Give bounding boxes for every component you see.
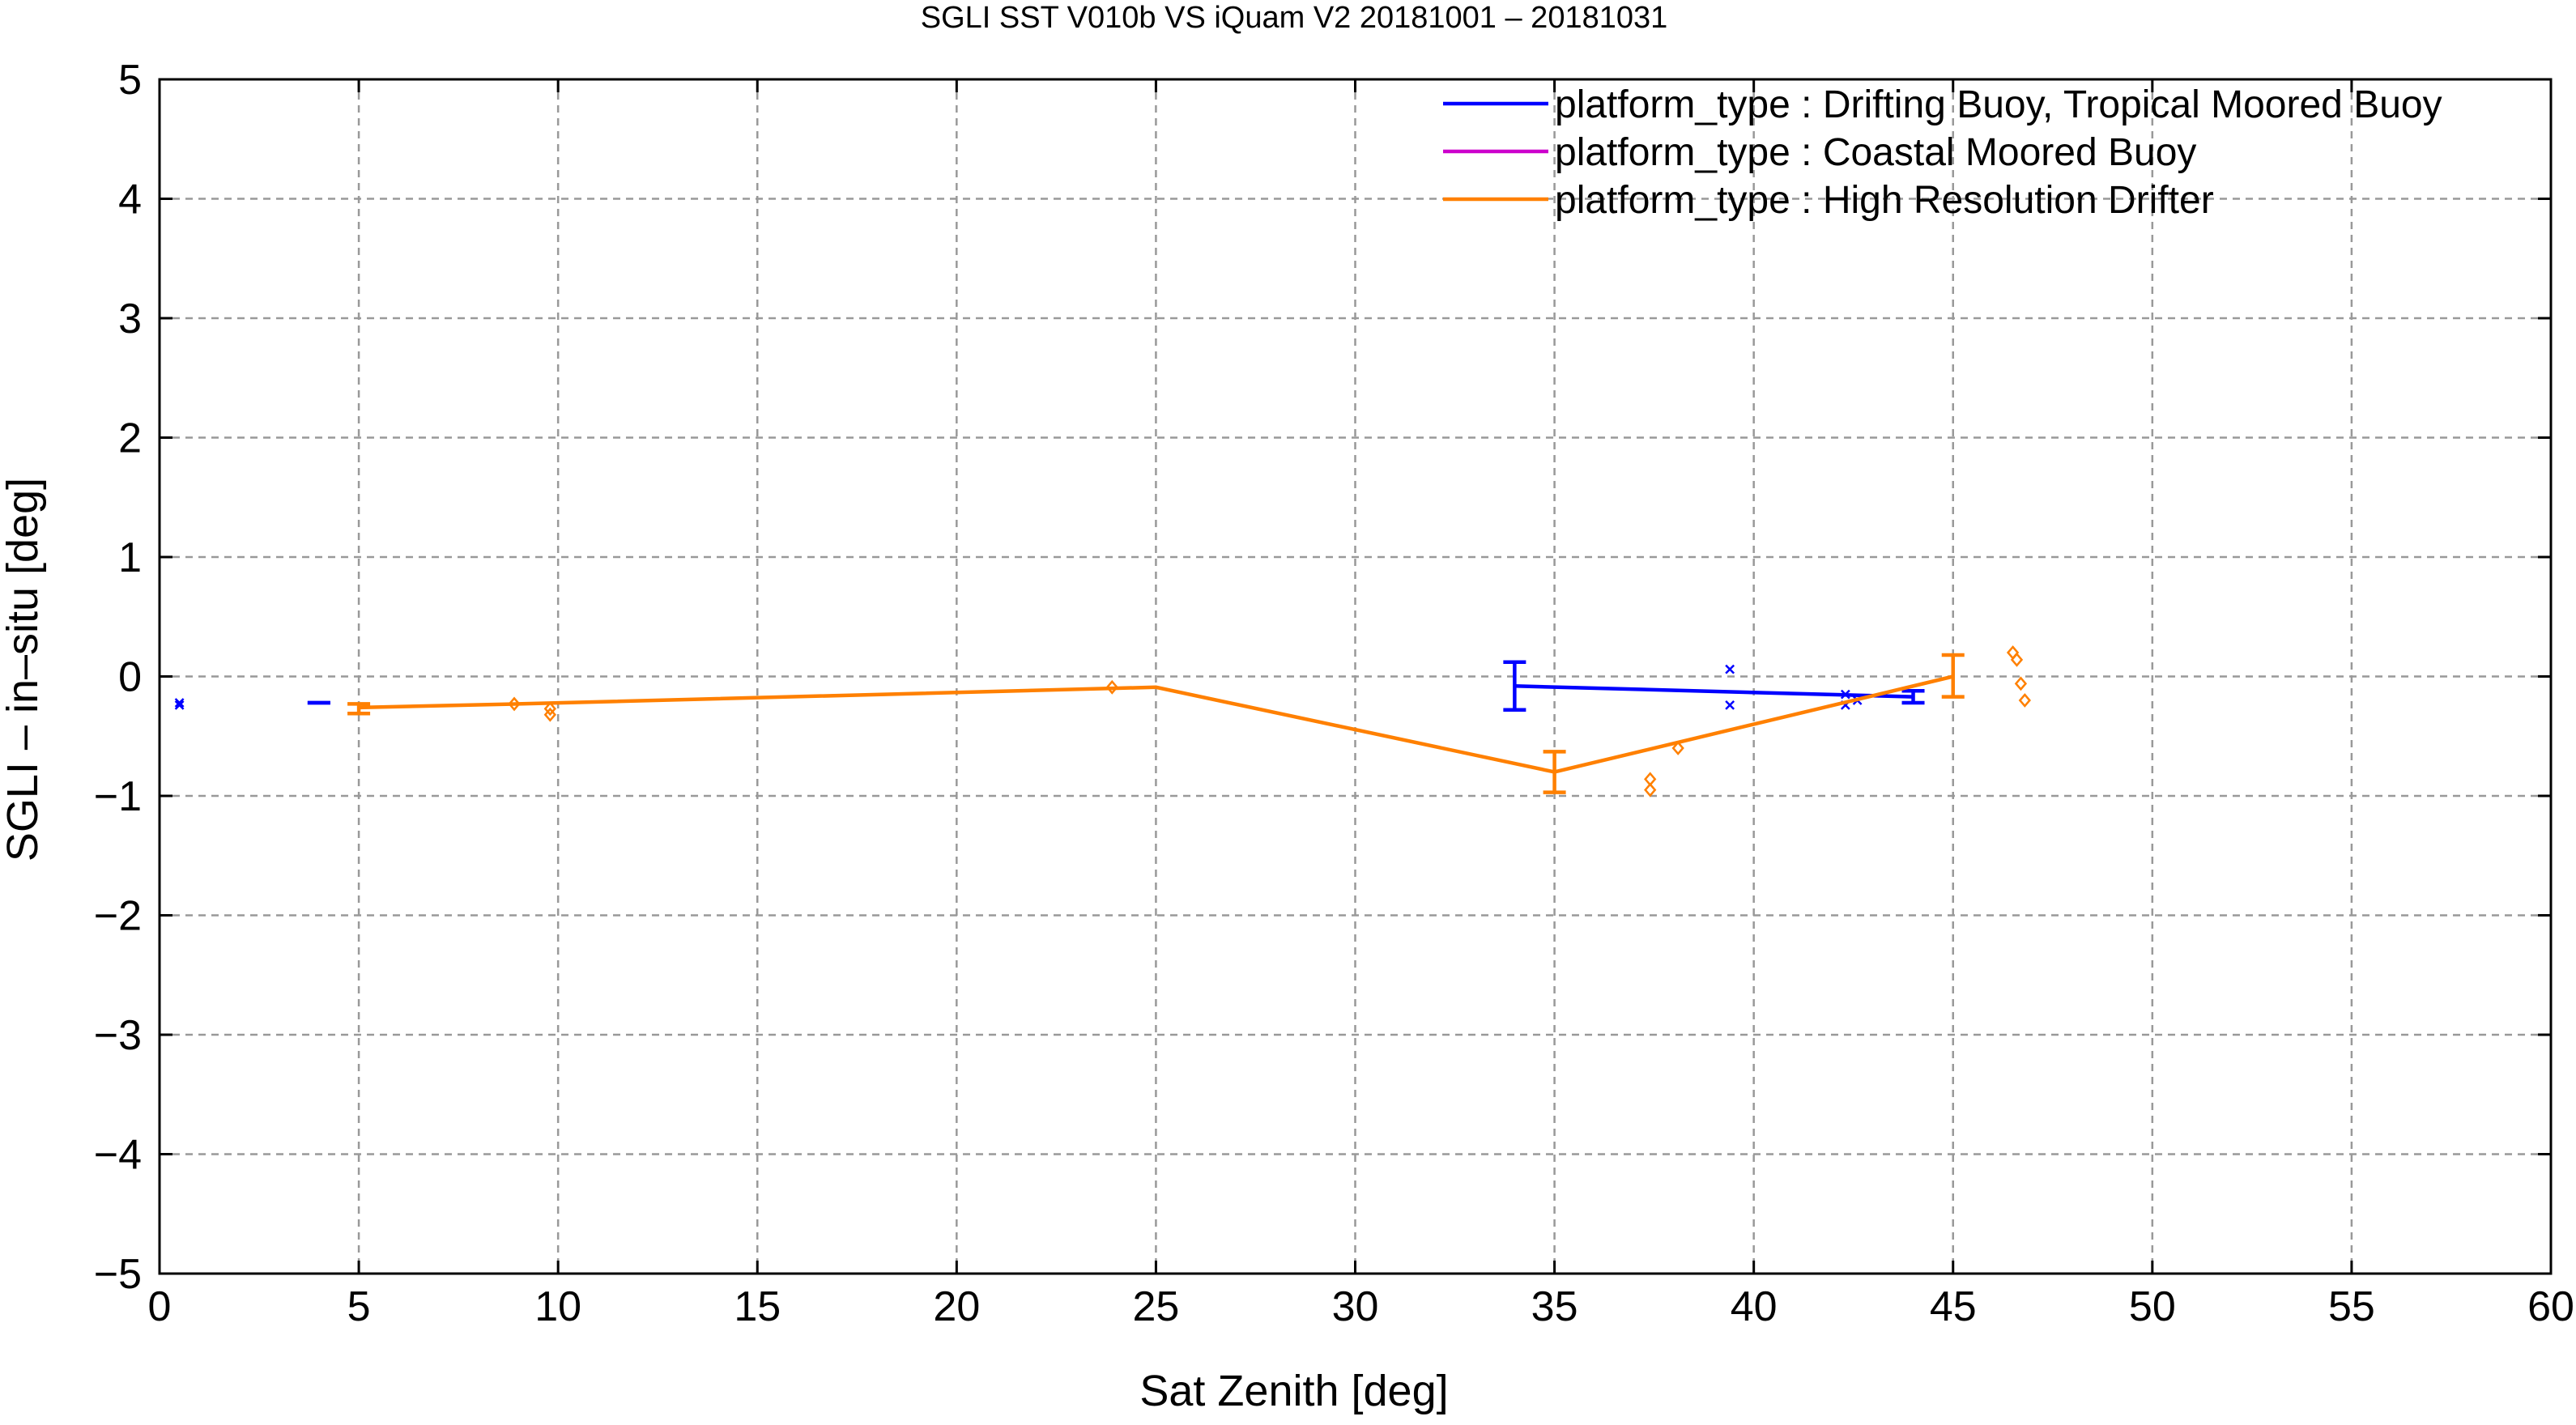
series-0-errorbar — [1901, 688, 1925, 705]
x-tick-label: 10 — [534, 1283, 581, 1330]
y-tick-label: 0 — [118, 654, 142, 701]
y-tick-label: 1 — [118, 534, 142, 581]
legend-label-0: platform_type : Drifting Buoy, Tropical … — [1555, 83, 2442, 126]
point-stroke — [174, 700, 185, 710]
x-tick-label: 20 — [933, 1283, 980, 1330]
series-2-point — [1671, 741, 1684, 755]
plot-area — [174, 645, 2031, 798]
grid-lines — [160, 79, 2551, 1274]
x-tick-label: 55 — [2328, 1283, 2375, 1330]
series-2-point — [508, 696, 521, 712]
series-2-point — [543, 701, 556, 717]
series-0-errorbar — [1503, 660, 1526, 712]
series-0-point — [1725, 664, 1735, 674]
series-2-point — [2018, 693, 2031, 708]
y-tick-label: −4 — [94, 1132, 142, 1179]
x-axis-label: Sat Zenith [deg] — [1139, 1367, 1448, 1415]
legend-label-2: platform_type : High Resolution Drifter — [1555, 179, 2214, 222]
y-tick-label: 4 — [118, 177, 142, 223]
series-2-errorbar — [1543, 750, 1566, 794]
point-stroke — [1725, 664, 1735, 674]
series-2-errorbar — [1941, 653, 1965, 699]
y-tick-label: −5 — [94, 1251, 142, 1298]
x-tick-label: 60 — [2527, 1283, 2574, 1330]
series-2-point — [1644, 782, 1657, 798]
y-axis-label: SGLI – in–situ [deg] — [0, 478, 47, 861]
x-tick-label: 50 — [2129, 1283, 2176, 1330]
series-2-point — [2010, 652, 2024, 667]
y-tick-label: −2 — [94, 893, 142, 940]
series-2-errorbar — [347, 702, 371, 716]
x-tick-label: 40 — [1731, 1283, 1778, 1330]
x-tick-label: 35 — [1531, 1283, 1578, 1330]
x-tick-label: 5 — [347, 1283, 371, 1330]
point-stroke — [1840, 689, 1850, 700]
series-0-point — [1725, 700, 1735, 710]
series-0-point — [174, 700, 185, 710]
point-stroke — [174, 698, 185, 708]
y-tick-label: 5 — [118, 57, 142, 104]
point-stroke — [1725, 700, 1735, 710]
x-tick-label: 30 — [1332, 1283, 1379, 1330]
x-tick-label: 45 — [1930, 1283, 1977, 1330]
x-tick-label: 25 — [1132, 1283, 1179, 1330]
x-tick-label: 0 — [148, 1283, 172, 1330]
series-2-point — [543, 707, 556, 722]
series-2-point — [2014, 676, 2028, 691]
y-tick-label: −1 — [94, 773, 142, 820]
y-tick-label: −3 — [94, 1012, 142, 1059]
series-0-point — [1840, 689, 1850, 700]
series-2-point — [1105, 679, 1118, 695]
y-tick-label: 3 — [118, 296, 142, 342]
series-2-mean-line — [359, 674, 1954, 774]
chart-title: SGLI SST V010b VS iQuam V2 20181001 – 20… — [921, 1, 1668, 35]
y-tick-label: 2 — [118, 415, 142, 462]
series-0-point — [174, 698, 185, 708]
x-tick-label: 15 — [734, 1283, 781, 1330]
legend: platform_type : Drifting Buoy, Tropical … — [1443, 83, 2442, 222]
legend-label-1: platform_type : Coastal Moored Buoy — [1555, 131, 2196, 174]
